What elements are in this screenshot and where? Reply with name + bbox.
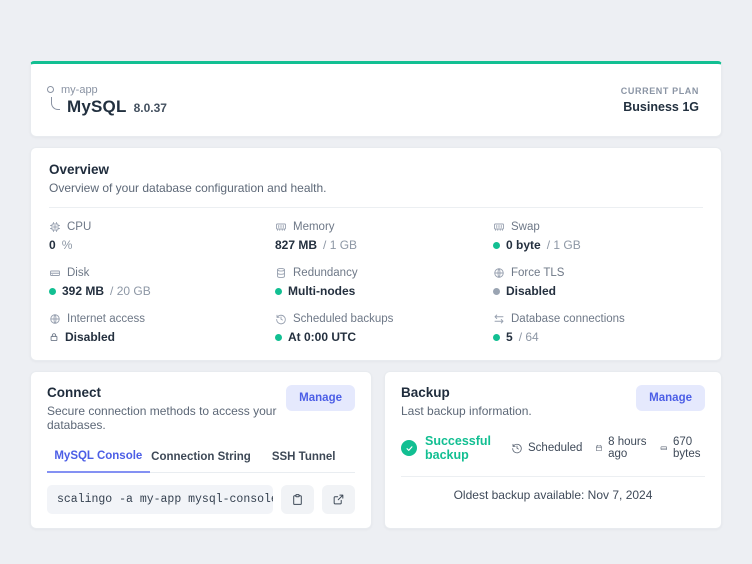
open-console-button[interactable] xyxy=(322,485,355,514)
globe-icon xyxy=(50,314,60,324)
backup-title: Backup xyxy=(401,385,450,400)
console-command: scalingo -a my-app mysql-console xyxy=(47,485,273,514)
stat-value: 5 xyxy=(506,330,513,344)
stat-cpu: CPU 0 % xyxy=(49,221,275,252)
stat-label: CPU xyxy=(67,221,92,233)
backup-status-row: Successful backup Scheduled 8 hours ago … xyxy=(401,434,705,462)
current-plan: CURRENT PLAN Business 1G xyxy=(621,86,699,114)
status-dot-gray xyxy=(493,287,500,295)
branch-connector-icon xyxy=(51,96,60,110)
bottom-row: Connect Secure connection methods to acc… xyxy=(30,371,722,529)
connect-tabs: MySQL Console Connection String SSH Tunn… xyxy=(47,442,355,473)
backup-meta-size: 670 bytes xyxy=(660,436,705,460)
transfer-arrows-icon xyxy=(494,314,504,324)
database-version: 8.0.37 xyxy=(133,100,167,115)
stat-swap: Swap 0 byte / 1 GB xyxy=(493,221,703,252)
stat-suffix: / 1 GB xyxy=(323,238,358,252)
stat-label: Database connections xyxy=(511,313,625,325)
backup-card: Backup Last backup information. Manage S… xyxy=(384,371,722,529)
stat-label: Disk xyxy=(67,267,90,279)
stat-memory: Memory 827 MB / 1 GB xyxy=(275,221,493,252)
success-check-icon xyxy=(401,440,417,456)
stat-suffix: % xyxy=(61,238,73,252)
connect-card: Connect Secure connection methods to acc… xyxy=(30,371,372,529)
stat-scheduled-backups: Scheduled backups At 0:00 UTC xyxy=(275,313,493,344)
status-dot-green xyxy=(49,287,56,295)
app-name: my-app xyxy=(61,83,98,96)
stat-redundancy: Redundancy Multi-nodes xyxy=(275,267,493,298)
backup-status-label: Successful backup xyxy=(425,434,492,462)
database-header-card: my-app MySQL 8.0.37 CURRENT PLAN Busines… xyxy=(30,61,722,137)
history-icon xyxy=(512,443,522,454)
connect-subtitle: Secure connection methods to access your… xyxy=(47,404,277,432)
stat-label: Redundancy xyxy=(293,267,358,279)
disk-icon xyxy=(50,270,60,276)
backup-status: Successful backup xyxy=(401,434,511,462)
backup-subtitle: Last backup information. xyxy=(401,404,532,418)
stat-label: Swap xyxy=(511,221,540,233)
globe-icon xyxy=(494,268,504,278)
stat-label: Force TLS xyxy=(511,267,565,279)
tab-ssh-tunnel[interactable]: SSH Tunnel xyxy=(252,442,355,472)
node-circle-icon xyxy=(47,86,54,93)
stats-grid: CPU 0 % Memory 827 MB / 1 GB xyxy=(49,221,703,344)
calendar-icon xyxy=(596,444,603,452)
overview-title: Overview xyxy=(49,162,110,177)
page: my-app MySQL 8.0.37 CURRENT PLAN Busines… xyxy=(30,61,722,529)
command-row: scalingo -a my-app mysql-console xyxy=(47,485,355,514)
stat-label: Scheduled backups xyxy=(293,313,394,325)
stat-label: Internet access xyxy=(67,313,145,325)
backup-manage-button[interactable]: Manage xyxy=(636,385,705,411)
stat-value: Multi-nodes xyxy=(288,284,356,298)
stat-value: Disabled xyxy=(65,330,116,344)
external-link-icon xyxy=(333,494,344,505)
backup-meta-scheduled: Scheduled xyxy=(511,436,582,460)
clipboard-icon xyxy=(293,494,302,505)
stat-suffix: / 64 xyxy=(518,330,539,344)
lock-icon xyxy=(50,333,58,341)
database-stack-icon xyxy=(277,268,285,278)
memory-icon xyxy=(494,223,504,231)
overview-divider xyxy=(49,207,703,208)
overview-card: Overview Overview of your database confi… xyxy=(30,147,722,361)
overview-subtitle: Overview of your database configuration … xyxy=(49,181,327,195)
disk-icon xyxy=(661,446,668,450)
database-name: MySQL xyxy=(67,96,127,116)
plan-value: Business 1G xyxy=(623,100,699,114)
history-icon xyxy=(276,314,286,325)
backup-meta-age: 8 hours ago xyxy=(595,436,647,460)
stat-label: Memory xyxy=(293,221,335,233)
plan-label: CURRENT PLAN xyxy=(620,86,699,96)
stat-value: 827 MB xyxy=(275,238,318,252)
tab-connection-string[interactable]: Connection String xyxy=(150,442,253,472)
backup-meta-list: Scheduled 8 hours ago 670 bytes xyxy=(511,436,705,460)
copy-button[interactable] xyxy=(281,485,314,514)
tab-mysql-console[interactable]: MySQL Console xyxy=(47,442,150,473)
connect-title: Connect xyxy=(47,385,101,400)
memory-icon xyxy=(276,223,286,231)
stat-value: 0 byte xyxy=(506,238,541,252)
stat-value: 0 xyxy=(49,238,56,252)
status-dot-green xyxy=(275,333,282,341)
oldest-backup-text: Oldest backup available: Nov 7, 2024 xyxy=(453,488,653,502)
app-breadcrumb: my-app MySQL 8.0.37 xyxy=(47,84,167,117)
status-dot-green xyxy=(493,333,500,341)
stat-suffix: / 1 GB xyxy=(546,238,581,252)
backup-divider xyxy=(401,476,705,477)
connect-manage-button[interactable]: Manage xyxy=(286,385,355,411)
stat-value: At 0:00 UTC xyxy=(288,330,357,344)
status-dot-green xyxy=(493,241,500,249)
stat-suffix: / 20 GB xyxy=(110,284,151,298)
stat-value: 392 MB xyxy=(62,284,105,298)
stat-database-connections: Database connections 5 / 64 xyxy=(493,313,703,344)
cpu-icon xyxy=(50,222,60,232)
stat-disk: Disk 392 MB / 20 GB xyxy=(49,267,275,298)
stat-internet-access: Internet access Disabled xyxy=(49,313,275,344)
status-dot-green xyxy=(275,287,282,295)
stat-value: Disabled xyxy=(506,284,557,298)
stat-force-tls: Force TLS Disabled xyxy=(493,267,703,298)
